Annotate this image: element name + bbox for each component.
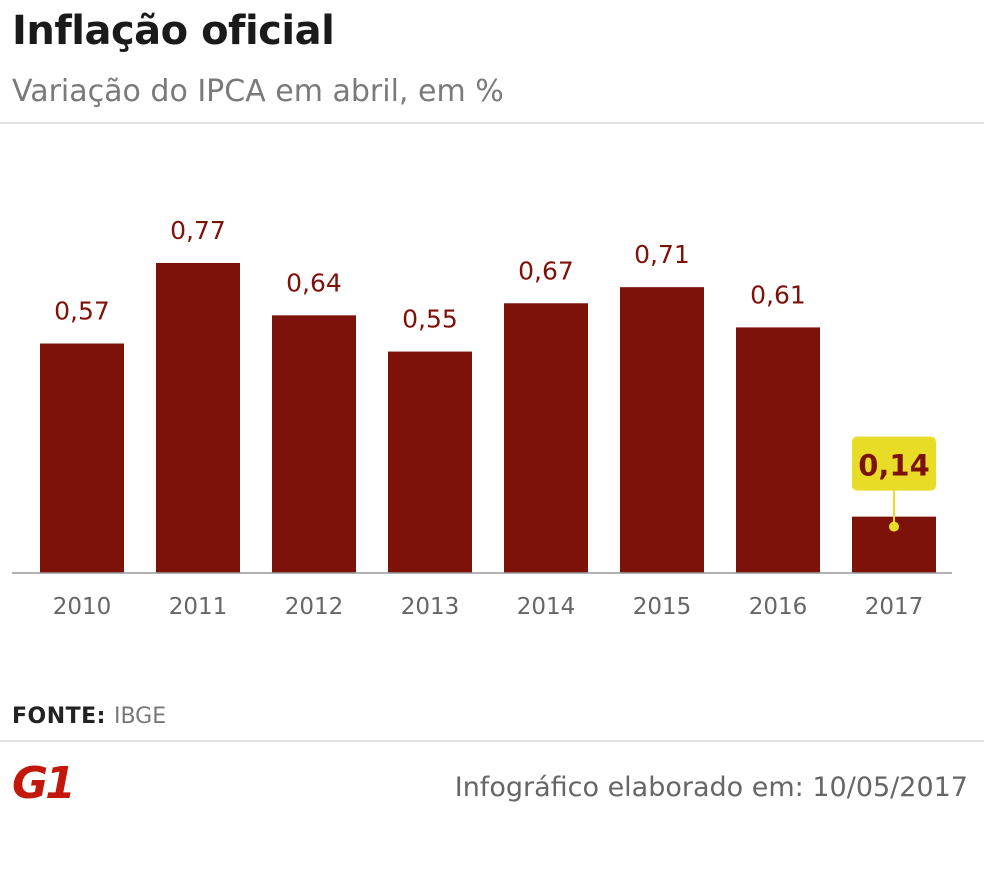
data-label-2014: 0,67 — [518, 256, 574, 285]
bar-2014 — [504, 303, 588, 573]
footer-divider — [0, 740, 984, 742]
source-value: IBGE — [113, 704, 167, 729]
data-label-2016: 0,61 — [750, 280, 806, 309]
bar-2010 — [40, 343, 124, 573]
data-label-2012: 0,64 — [286, 268, 342, 297]
bar-2011 — [156, 263, 240, 573]
chart-title: Inflação oficial — [12, 8, 335, 54]
highlight-dot — [889, 521, 899, 532]
source-label: FONTE: — [12, 704, 106, 729]
x-tick-2014: 2014 — [517, 594, 576, 620]
data-label-2011: 0,77 — [170, 216, 226, 245]
infographic-credit: Infográfico elaborado em: 10/05/2017 — [454, 772, 968, 803]
bar-2015 — [620, 287, 704, 573]
svg-text:G1: G1 — [12, 758, 73, 802]
bar-2012 — [272, 315, 356, 573]
data-label-2015: 0,71 — [634, 240, 690, 269]
bar-2013 — [388, 351, 472, 573]
highlight-box — [852, 436, 936, 491]
source-line: FONTE: IBGE — [12, 704, 166, 729]
bar-2016 — [736, 327, 820, 573]
chart-subtitle: Variação do IPCA em abril, em % — [12, 74, 504, 109]
data-label-2017: 0,14 — [858, 449, 930, 483]
g1-logo: G1 — [12, 758, 74, 802]
x-tick-2013: 2013 — [401, 594, 460, 620]
bar-chart: 0,57 2010 0,77 2011 0,64 2012 0,55 2013 0,67 2014… — [12, 216, 952, 620]
x-tick-2011: 2011 — [169, 594, 228, 620]
data-label-2013: 0,55 — [402, 305, 458, 334]
x-tick-2016: 2016 — [749, 594, 808, 620]
x-tick-2017: 2017 — [865, 594, 924, 620]
data-label-2010: 0,57 — [54, 297, 110, 326]
x-tick-2015: 2015 — [633, 594, 692, 620]
header-divider — [0, 122, 984, 124]
x-tick-2010: 2010 — [53, 594, 112, 620]
x-tick-2012: 2012 — [285, 594, 344, 620]
